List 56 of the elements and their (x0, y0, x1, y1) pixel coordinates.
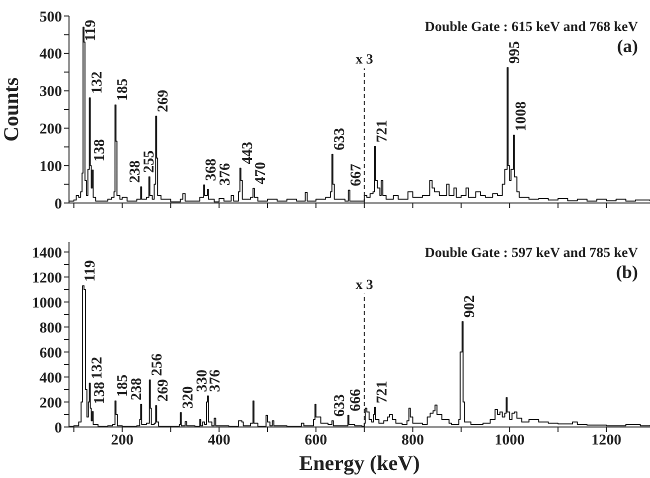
annotation: 666 (348, 388, 364, 412)
annotation: 269 (156, 379, 172, 402)
x-tick-label: 600 (304, 432, 328, 449)
annotation: (a) (617, 36, 638, 56)
y-tick-label: 400 (40, 370, 62, 386)
y-tick-label: 400 (40, 46, 62, 63)
annotation: 255 (142, 150, 158, 173)
y-tick-label: 1400 (32, 245, 62, 262)
y-tick-label: 300 (40, 84, 62, 100)
annotation: 138 (92, 139, 108, 162)
ref-line-label: x 3 (356, 278, 374, 293)
annotation: 238 (128, 378, 145, 400)
x-tick-label: 800 (402, 432, 424, 449)
annotation: 132 (89, 71, 106, 94)
annotation: 185 (114, 374, 131, 397)
y-tick-label: 800 (40, 320, 62, 336)
annotation: 320 (180, 386, 196, 409)
annotation: (b) (615, 262, 638, 283)
annotation: 269 (156, 90, 172, 112)
annotation: 138 (92, 382, 108, 404)
y-tick-label: 600 (40, 345, 62, 362)
annotation: 132 (89, 356, 106, 380)
annotation: 995 (507, 41, 524, 64)
ref-line-label: x 3 (356, 52, 374, 68)
annotation: 1008 (513, 101, 530, 132)
annotation: 185 (114, 78, 131, 102)
annotation: 119 (83, 20, 100, 42)
annotation: 633 (332, 394, 348, 417)
y-tick-label: 0 (54, 196, 62, 212)
annotation: 667 (348, 163, 364, 186)
y-tick-label: 500 (40, 9, 62, 26)
y-tick-label: 1200 (32, 270, 62, 286)
annotation: 368 (204, 158, 220, 182)
y-tick-label: 200 (40, 122, 62, 138)
annotation: 376 (218, 162, 234, 186)
y-tick-label: 0 (54, 420, 62, 436)
y-tick-label: 1000 (32, 295, 62, 312)
annotation: 470 (252, 162, 269, 184)
annotation: 902 (462, 295, 478, 318)
annotation: 256 (149, 353, 166, 376)
annotation: 443 (240, 142, 256, 164)
x-tick-label: 1000 (494, 432, 525, 449)
annotation: 633 (332, 128, 348, 150)
y-tick-label: 200 (40, 395, 62, 412)
chart-title: Double Gate : 615 keV and 768 keV (424, 20, 638, 36)
annotation: 119 (82, 260, 99, 282)
y-axis-title: Counts (0, 77, 23, 142)
x-tick-label: 1200 (591, 432, 622, 449)
chart-title: Double Gate : 597 keV and 785 keV (424, 246, 638, 262)
annotation: 721 (374, 380, 391, 404)
annotation: 721 (374, 120, 391, 143)
x-tick-label: 200 (111, 432, 134, 449)
y-tick-label: 100 (40, 158, 62, 175)
x-tick-label: 400 (208, 432, 230, 449)
x-axis-title: Energy (keV) (299, 450, 420, 475)
annotation: 238 (128, 160, 144, 183)
